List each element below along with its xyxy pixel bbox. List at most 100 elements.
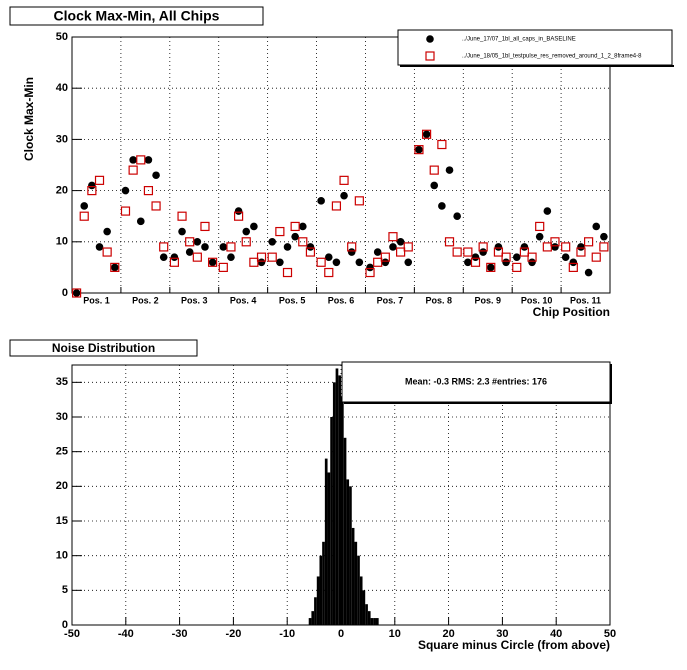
bar — [357, 555, 360, 625]
bar — [311, 611, 315, 625]
chart-title: Noise Distribution — [52, 341, 155, 355]
point — [250, 222, 258, 231]
x-category-label: Pos. 5 — [279, 295, 306, 305]
point — [470, 257, 481, 267]
bar — [343, 437, 347, 625]
point — [591, 252, 601, 262]
y-tick-label: 5 — [62, 584, 68, 596]
chart-title: Clock Max-Min, All Chips — [54, 8, 220, 24]
point — [219, 243, 228, 251]
point — [71, 288, 82, 298]
x-category-label: Pos. 10 — [521, 295, 553, 305]
point — [169, 257, 180, 267]
stats-box — [341, 361, 611, 403]
y-tick-label: 15 — [56, 515, 68, 527]
point — [437, 139, 447, 150]
point — [94, 175, 105, 185]
point — [501, 252, 511, 262]
point — [178, 227, 186, 236]
point — [463, 247, 473, 257]
x-axis-label: Square minus Circle (from above) — [418, 638, 610, 652]
point — [445, 166, 454, 174]
point — [324, 267, 334, 278]
point — [355, 258, 364, 267]
point — [242, 227, 251, 236]
bar — [330, 417, 333, 625]
point — [283, 243, 292, 251]
bar — [354, 541, 358, 625]
bar — [362, 590, 366, 625]
x-tick-label: -40 — [118, 628, 134, 640]
point — [298, 222, 307, 231]
point — [256, 252, 267, 262]
point — [152, 171, 160, 180]
point — [479, 248, 487, 256]
point — [543, 207, 552, 215]
point — [291, 232, 299, 241]
point — [120, 206, 131, 216]
point — [453, 212, 461, 220]
point — [226, 242, 236, 252]
point — [192, 252, 202, 262]
point — [380, 252, 390, 262]
bar — [335, 368, 339, 625]
stats-text: Mean: -0.3 RMS: 2.3 #entries: 176 — [405, 376, 547, 386]
point — [520, 243, 529, 251]
y-tick-label: 20 — [56, 185, 68, 197]
point — [102, 247, 112, 257]
point — [257, 258, 266, 267]
point — [275, 226, 285, 237]
bar — [324, 458, 328, 625]
point — [389, 243, 397, 251]
point — [535, 221, 545, 232]
point — [268, 238, 277, 246]
point — [396, 238, 405, 246]
y-tick-label: 40 — [56, 82, 68, 94]
point — [129, 156, 137, 164]
point — [249, 257, 259, 267]
point — [535, 232, 544, 241]
bar — [338, 375, 341, 625]
point — [208, 257, 218, 267]
point — [527, 252, 537, 262]
point — [317, 197, 325, 205]
y-tick-label: 30 — [56, 133, 68, 145]
point — [72, 289, 81, 297]
point — [486, 263, 495, 272]
bar — [341, 396, 344, 625]
x-axis-label: Chip Position — [533, 305, 610, 319]
x-category-label: Pos. 11 — [570, 295, 601, 305]
x-tick-label: 10 — [389, 628, 401, 640]
point — [151, 201, 161, 211]
point — [494, 243, 503, 251]
bar — [365, 604, 368, 625]
point — [136, 155, 146, 165]
point — [170, 253, 179, 261]
x-tick-label: -30 — [172, 628, 188, 640]
y-tick-label: 0 — [62, 287, 68, 299]
point — [421, 129, 432, 139]
point — [324, 253, 333, 261]
point — [422, 130, 431, 139]
point — [121, 186, 130, 195]
point — [110, 262, 120, 272]
point — [159, 253, 168, 261]
point — [493, 247, 504, 257]
point — [512, 253, 521, 261]
point — [339, 175, 349, 185]
title-box — [9, 6, 264, 26]
x-category-label: Pos. 4 — [230, 295, 257, 305]
x-category-label: Pos. 7 — [377, 295, 404, 305]
point — [444, 237, 455, 247]
x-category-label: Pos. 2 — [132, 295, 159, 305]
point — [103, 227, 111, 236]
y-tick-label: 20 — [56, 480, 68, 492]
y-tick-label: 35 — [56, 376, 68, 388]
point — [143, 186, 154, 196]
point — [193, 238, 202, 246]
point — [95, 243, 104, 251]
point — [561, 253, 570, 261]
point — [438, 202, 446, 210]
point — [316, 257, 326, 267]
